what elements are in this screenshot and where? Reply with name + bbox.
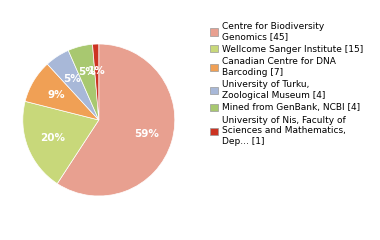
Text: 9%: 9% bbox=[48, 90, 65, 100]
Text: 5%: 5% bbox=[63, 74, 81, 84]
Text: 1%: 1% bbox=[88, 66, 106, 76]
Wedge shape bbox=[92, 44, 99, 120]
Wedge shape bbox=[48, 50, 99, 120]
Wedge shape bbox=[23, 101, 99, 184]
Wedge shape bbox=[57, 44, 175, 196]
Wedge shape bbox=[68, 44, 99, 120]
Legend: Centre for Biodiversity
Genomics [45], Wellcome Sanger Institute [15], Canadian : Centre for Biodiversity Genomics [45], W… bbox=[208, 20, 365, 148]
Text: 59%: 59% bbox=[134, 129, 158, 139]
Text: 20%: 20% bbox=[40, 133, 65, 143]
Wedge shape bbox=[25, 64, 99, 120]
Text: 5%: 5% bbox=[78, 67, 95, 77]
